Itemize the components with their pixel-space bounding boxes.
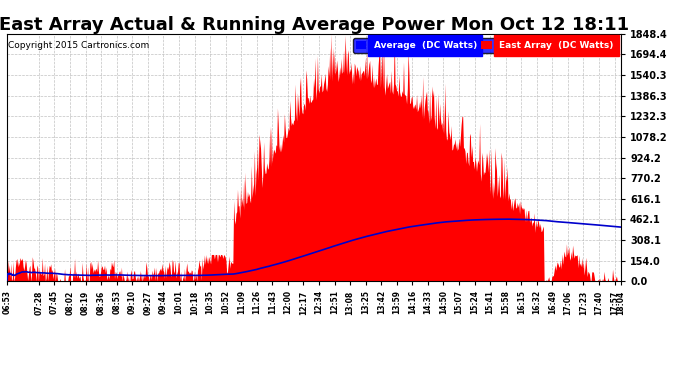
Legend: Average  (DC Watts), East Array  (DC Watts): Average (DC Watts), East Array (DC Watts… <box>353 38 616 53</box>
Title: East Array Actual & Running Average Power Mon Oct 12 18:11: East Array Actual & Running Average Powe… <box>0 16 629 34</box>
Text: Copyright 2015 Cartronics.com: Copyright 2015 Cartronics.com <box>8 41 149 50</box>
